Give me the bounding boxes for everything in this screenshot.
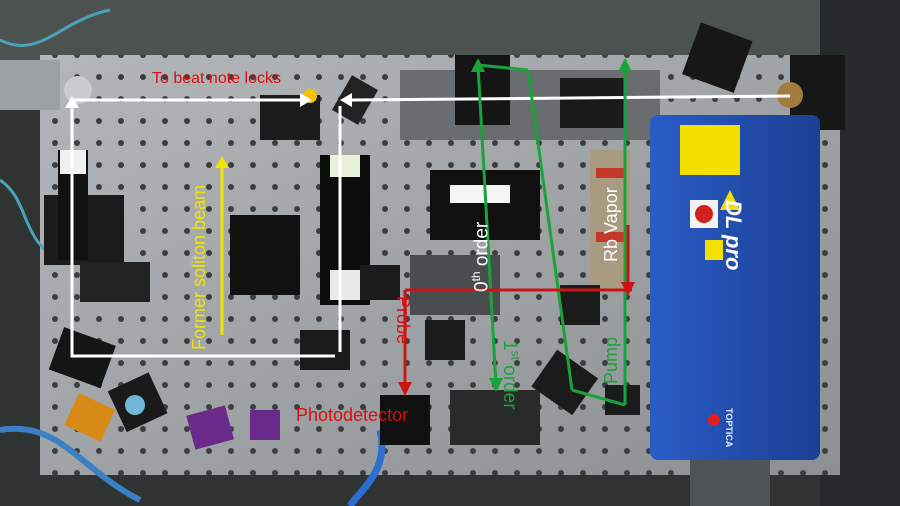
mount-block [80, 262, 150, 302]
isolator-end [330, 270, 360, 300]
pump-label: Pump [601, 336, 621, 384]
mirror-mid-right [560, 285, 600, 325]
isolator-window [330, 155, 360, 177]
laser-maker-text: TOPTICA [724, 408, 734, 448]
first-order-label: 1st order [499, 340, 523, 410]
cell-heater-2 [596, 232, 624, 242]
photodetector [380, 395, 430, 445]
laser-brand-text: DL pro [721, 200, 746, 271]
soliton-beam-label: Former soliton beam [189, 184, 209, 350]
cell-heater-1 [596, 168, 624, 178]
white-beam-path [65, 93, 791, 358]
probe-label: Probe [393, 296, 413, 345]
far-right-mount [682, 22, 753, 93]
fiber-cable [0, 8, 111, 47]
aom-label [450, 185, 510, 203]
dl-pro-laser [650, 115, 820, 506]
red-beam-path [398, 225, 635, 396]
top-right-mount [560, 78, 625, 128]
aom-driver-block [230, 215, 300, 295]
photodetector-stage [450, 390, 540, 445]
back-wall [0, 0, 900, 60]
beam-splitter [425, 320, 465, 360]
mirror-mounts-bottom-left [48, 327, 280, 450]
mirror-bottom-center [300, 330, 350, 370]
yellow-beam-path [215, 156, 229, 335]
blue-cable [0, 425, 142, 503]
lens-mount [64, 76, 92, 104]
green-beam-path [471, 58, 632, 407]
zeroth-order-label: 0th order [469, 221, 493, 292]
mirror-pump [531, 349, 599, 416]
corner-mirror [777, 82, 803, 108]
mirror-probe [360, 265, 400, 300]
beat-note-label: To beat note locks [152, 70, 281, 87]
post-mount [0, 60, 60, 110]
photodetector-label: Photodetector [296, 405, 409, 425]
rb-vapor-label: Rb Vapor [601, 187, 621, 262]
aom-base [410, 255, 500, 315]
